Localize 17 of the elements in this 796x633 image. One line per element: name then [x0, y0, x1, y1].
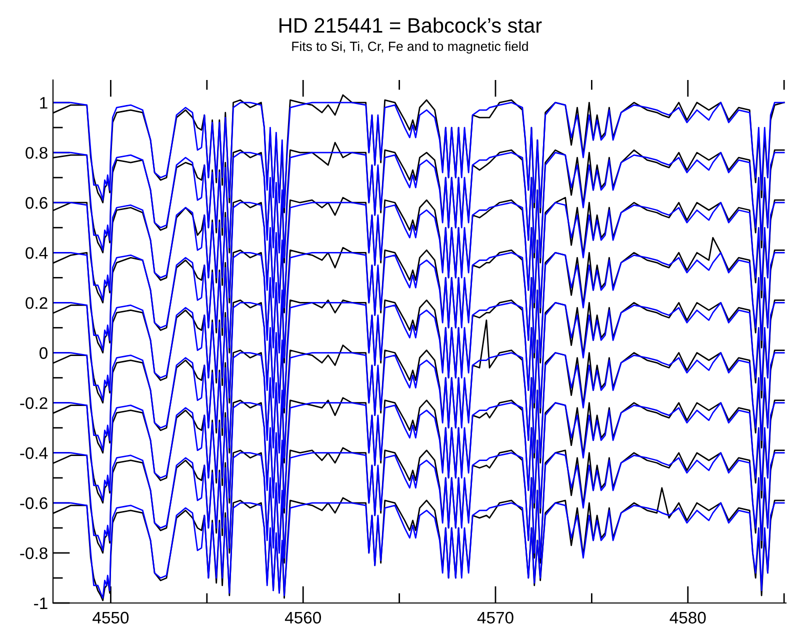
chart-title: HD 215441 = Babcock’s star: [280, 18, 542, 33]
x-tick-label: 4550: [92, 612, 129, 624]
y-tick-label: -1: [34, 598, 48, 610]
x-tick-label: 4560: [284, 612, 321, 624]
y-tick-label: 0.4: [26, 247, 48, 259]
y-tick-label: 0.6: [26, 197, 48, 209]
y-tick-label: 0: [40, 347, 48, 359]
y-tick-label: 1: [40, 97, 48, 109]
y-tick-label: -0.6: [20, 497, 48, 510]
chart-subtitle: Fits to Si, Ti, Cr, Fe and to magnetic field: [292, 41, 528, 54]
y-tick-label: -0.2: [20, 397, 48, 410]
y-tick-label: -0.8: [20, 547, 48, 560]
y-tick-label: 0.8: [26, 146, 48, 159]
x-tick-label: 4580: [670, 612, 706, 624]
y-tick-label: 0.2: [26, 297, 48, 309]
x-tick-label: 4570: [477, 612, 514, 624]
y-tick-label: -0.4: [20, 447, 48, 460]
